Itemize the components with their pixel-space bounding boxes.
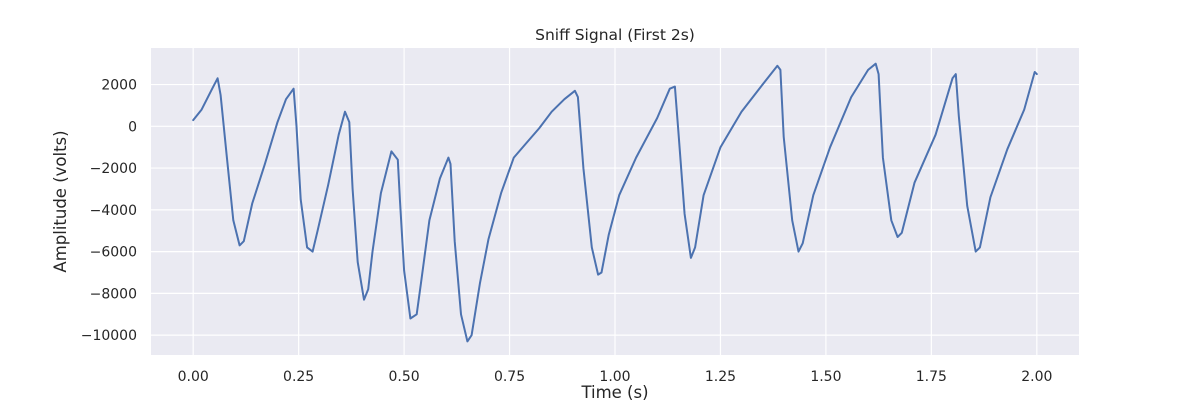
- x-tick-label: 1.00: [599, 369, 630, 385]
- x-tick-label: 0.50: [389, 369, 420, 385]
- y-tick-label: −2000: [90, 161, 137, 177]
- x-axis-label: Time (s): [580, 383, 648, 400]
- y-axis-label: Amplitude (volts): [51, 130, 70, 272]
- y-tick-label: 0: [128, 119, 137, 135]
- y-grid: [151, 83, 1079, 336]
- x-tick-label: 0.00: [178, 369, 209, 385]
- y-tick-label: −10000: [81, 328, 137, 344]
- x-tick-labels: 0.00 0.25 0.50 0.75 1.00 1.25 1.50 1.75 2.00: [178, 369, 1053, 385]
- y-tick-label: −8000: [90, 286, 137, 302]
- series-group: [192, 62, 1038, 343]
- x-tick-label: 0.75: [494, 369, 525, 385]
- series-line: [192, 62, 1038, 343]
- x-tick-label: 0.25: [283, 369, 314, 385]
- y-tick-label: −4000: [90, 203, 137, 219]
- x-grid: [192, 48, 1038, 355]
- x-tick-label: 1.75: [916, 369, 947, 385]
- y-tick-label: −6000: [90, 245, 137, 261]
- chart-title: Sniff Signal (First 2s): [535, 26, 695, 44]
- x-tick-label: 1.25: [705, 369, 736, 385]
- x-tick-label: 1.50: [810, 369, 841, 385]
- y-tick-label: 2000: [101, 78, 137, 94]
- x-tick-label: 2.00: [1021, 369, 1052, 385]
- y-tick-labels: 2000 0 −2000 −4000 −6000 −8000 −10000: [81, 78, 137, 345]
